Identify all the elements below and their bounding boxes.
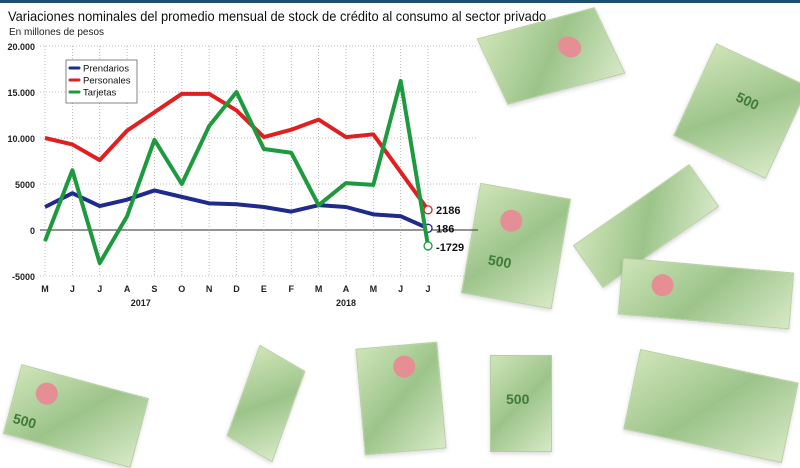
y-tick-label: 0 (30, 226, 35, 236)
banknote-image: 500 (490, 355, 552, 452)
x-tick-label: A (343, 284, 350, 294)
chart-title: Variaciones nominales del promedio mensu… (8, 8, 547, 24)
end-value-label: 186 (436, 223, 454, 235)
x-tick-label: M (41, 284, 49, 294)
legend-label: Prendarios (83, 64, 129, 75)
x-tick-label: E (261, 284, 267, 294)
y-tick-label: 5000 (15, 180, 35, 190)
year-label: 2017 (131, 298, 151, 308)
y-tick-label: 20.000 (7, 42, 35, 52)
end-value-label: 2186 (436, 205, 460, 217)
series-line-prendarios (44, 188, 429, 231)
x-tick-label: M (370, 284, 378, 294)
x-tick-label: N (206, 284, 213, 294)
x-tick-label: O (178, 284, 185, 294)
x-tick-label: J (97, 284, 102, 294)
y-tick-label: 10.000 (7, 134, 35, 144)
year-label: 2018 (336, 298, 356, 308)
legend-label: Tarjetas (83, 88, 117, 99)
x-tick-label: D (233, 284, 240, 294)
y-tick-label: -5000 (12, 272, 35, 282)
x-tick-label: J (70, 284, 75, 294)
chart-subtitle: En millones de pesos (9, 27, 105, 38)
x-tick-label: J (426, 284, 431, 294)
x-tick-label: A (124, 284, 131, 294)
x-tick-label: S (151, 284, 157, 294)
data-point (423, 241, 433, 251)
x-tick-label: J (398, 284, 403, 294)
end-value-label: -1729 (436, 242, 464, 254)
x-tick-label: F (288, 284, 294, 294)
line-chart: 20.000 15.000 10.000 5000 0 -5000 M J J A S O N D E F M A… (7, 42, 478, 308)
top-bar (0, 0, 800, 3)
y-tick-label: 15.000 (7, 88, 35, 98)
series-line-tarjetas (43, 78, 431, 266)
data-point (423, 205, 433, 215)
series-line-personales (44, 91, 430, 212)
legend-label: Personales (83, 76, 131, 87)
x-tick-label: M (315, 284, 323, 294)
